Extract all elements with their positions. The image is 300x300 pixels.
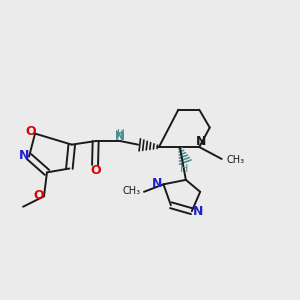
- Text: CH₃: CH₃: [226, 155, 244, 166]
- Text: H: H: [117, 129, 125, 139]
- Text: CH₃: CH₃: [122, 186, 140, 196]
- Text: O: O: [90, 164, 101, 177]
- Text: O: O: [33, 189, 44, 202]
- Text: O: O: [25, 125, 36, 138]
- Text: N: N: [152, 177, 163, 190]
- Text: H: H: [115, 130, 123, 140]
- Text: N: N: [19, 149, 29, 163]
- Text: H: H: [180, 164, 188, 174]
- Text: N: N: [115, 130, 124, 143]
- Text: N: N: [193, 205, 203, 218]
- Text: N: N: [196, 134, 206, 148]
